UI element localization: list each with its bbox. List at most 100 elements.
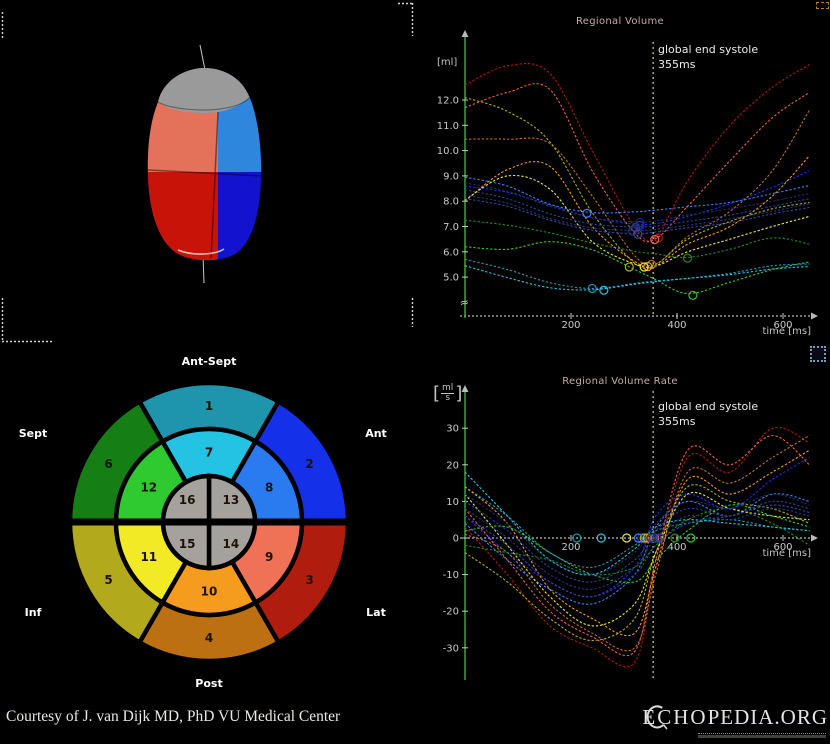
regional-volume-chart-panel: 200 400 600 12.0 11.0 10.0 9.0 8.0 7.0 6.0 5.0 ≈ Re… (430, 0, 830, 345)
courtesy-credit-text: Courtesy of J. van Dijk MD, PhD VU Medic… (6, 708, 341, 725)
x-axis-arrow (811, 312, 818, 320)
y-tick-label: -30 (443, 643, 459, 654)
series-seg14 (464, 508, 810, 590)
x-tick-label: 400 (667, 542, 686, 553)
bullseye-segment-number-10: 10 (201, 585, 218, 599)
apex-marker (177, 248, 225, 255)
marker-seg11 (639, 262, 649, 272)
series-seg13 (464, 500, 810, 583)
unit-denominator: s (445, 393, 451, 403)
series-seg12 (464, 504, 810, 584)
end-systole-annotation: global end systole 355ms (658, 42, 758, 72)
y-tick-label: 30 (446, 424, 459, 435)
series-seg10 (464, 449, 810, 637)
annotation-line1: global end systole (658, 43, 759, 56)
echopedia-logo-glyph (647, 705, 668, 730)
cap-edge (157, 96, 251, 111)
dashed-selection-icon[interactable] (816, 2, 829, 9)
series-seg1 (464, 258, 810, 290)
bullseye-segment-number-12: 12 (140, 480, 157, 494)
y-tick-label: 10.0 (437, 146, 459, 157)
bullseye-segment-13[interactable] (206, 473, 258, 525)
series-seg8 (464, 493, 810, 605)
marker-seg15 (635, 217, 645, 228)
bullseye-segment-number-3: 3 (305, 573, 313, 587)
x-tick-label: 600 (773, 542, 792, 553)
annotation-line2: 355ms (658, 58, 696, 71)
marker-seg5 (624, 262, 634, 272)
marker-seg5 (639, 533, 649, 543)
y-axis-arrow (461, 30, 469, 37)
marker-seg8 (582, 208, 592, 218)
series-seg4 (464, 435, 810, 652)
x-axis-arrow (811, 534, 818, 542)
y-axis-unit-label: ml s (433, 383, 462, 404)
marker-seg8 (633, 533, 643, 543)
marker-seg16 (655, 533, 665, 543)
3d-ventricle-model[interactable] (0, 0, 430, 345)
logo-pedia-org-text: PEDIA.ORG (707, 705, 828, 729)
x-axis-unit-label: time [ms] (762, 326, 811, 337)
x-tick-label: 400 (667, 320, 686, 331)
series-seg16 (464, 198, 810, 235)
x-tick-label: 200 (561, 320, 580, 331)
ventricle-surface[interactable] (140, 60, 280, 284)
chart-title-regional-volume-rate: Regional Volume Rate (562, 376, 678, 387)
bullseye-panel: 1 2 3 4 5 6 7 8 9 10 11 12 13 14 15 16 Ant-Sept Sept An… (0, 345, 430, 700)
segment-divider-vertical (210, 111, 219, 259)
series-seg6 (464, 219, 810, 259)
bullseye-label-sept: Sept (18, 427, 48, 440)
bullseye-segment-16[interactable] (160, 473, 212, 525)
y-tick-label: 8.0 (443, 197, 459, 208)
series-seg13 (464, 189, 810, 228)
bullseye-segment-number-2: 2 (305, 457, 313, 471)
y-tick-label: 0 (453, 534, 459, 545)
segment-lower-left[interactable] (140, 172, 218, 284)
3d-model-viewport[interactable] (0, 0, 430, 345)
series-seg11 (464, 491, 810, 627)
series-seg10 (464, 155, 810, 268)
marker-seg10 (642, 533, 652, 543)
bullseye-label-ant-sept: Ant-Sept (181, 355, 237, 368)
bullseye-segment-number-7: 7 (205, 446, 213, 460)
bullseye-segment-14[interactable] (206, 519, 258, 571)
y-axis-arrow (461, 385, 469, 392)
series-seg7 (464, 471, 810, 576)
y-tick-label: 6.0 (443, 247, 459, 258)
bullseye-label-post: Post (195, 677, 223, 690)
y-tick-label: 12.0 (437, 96, 459, 107)
marker-seg10 (643, 261, 653, 272)
basal-cap[interactable] (158, 68, 250, 113)
unit-numerator: ml (441, 383, 455, 394)
y-axis-break: ≈ (458, 295, 470, 310)
marker-seg1 (572, 533, 582, 543)
series-seg12 (464, 241, 810, 295)
bullseye-label-lat: Lat (366, 606, 386, 619)
marker-seg9 (650, 235, 660, 245)
segment-divider-horizontal (147, 169, 262, 177)
marker-seg6 (670, 533, 680, 543)
series-seg9 (464, 434, 810, 657)
series-seg8 (464, 176, 810, 214)
bullseye-label-inf: Inf (24, 606, 42, 619)
annotation-line1: global end systole (658, 400, 759, 413)
marker-seg7 (599, 285, 609, 295)
bullseye-segment-number-15: 15 (179, 537, 196, 551)
regional-volume-chart: 200 400 600 12.0 11.0 10.0 9.0 8.0 7.0 6.0 5.0 ≈ (437, 30, 818, 331)
marker-seg12 (686, 533, 696, 543)
bullseye-segment-number-14: 14 (223, 537, 240, 551)
series-seg4 (464, 109, 810, 267)
end-systole-annotation: global end systole 355ms (658, 399, 758, 429)
marker-seg15 (646, 533, 656, 543)
series-seg3 (464, 426, 810, 668)
bullseye-segment-number-1: 1 (205, 399, 213, 413)
bullseye-segment-15[interactable] (160, 519, 212, 571)
window-frame-icon[interactable] (810, 346, 826, 362)
bullseye-segment-number-5: 5 (104, 573, 112, 587)
series-seg15 (464, 182, 810, 223)
bullseye-label-ant: Ant (365, 427, 387, 440)
bullseye-segment-number-11: 11 (140, 550, 157, 564)
series-seg3 (464, 63, 810, 242)
marker-seg6 (683, 253, 693, 263)
